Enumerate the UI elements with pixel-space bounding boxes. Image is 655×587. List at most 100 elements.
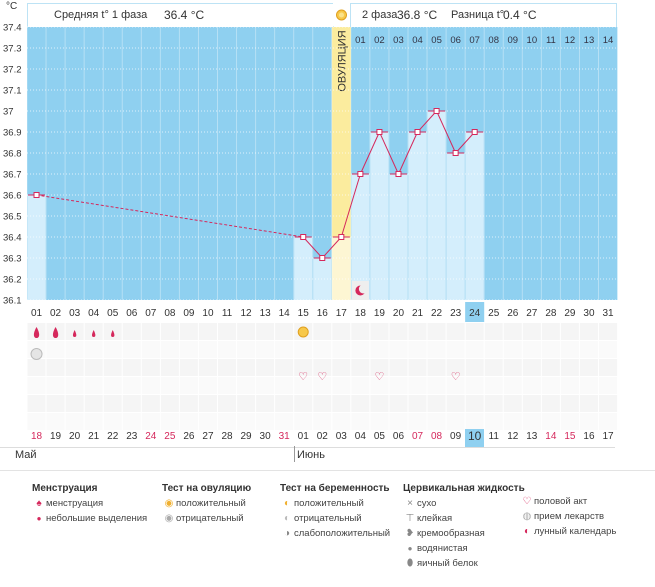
marker-cell [27,377,46,394]
date-label: 07 [411,431,424,442]
phase2-day-label: 13 [584,35,595,46]
temp-line-segment [398,131,418,175]
legend-preg-pos: ◐ положительный [280,498,390,509]
marker-cell [599,323,618,340]
legend-moon: ◐ лунный календарь [520,526,616,537]
today-highlight [465,302,485,322]
temp-point [395,171,402,177]
cycle-day-label: 24 [469,308,481,319]
marker-cell [541,323,560,340]
date-label: 14 [545,431,557,442]
date-label: 09 [450,431,462,442]
temp-point [376,129,383,135]
date-label: 06 [392,431,405,442]
date-label: 19 [50,431,62,442]
marker-cell [122,377,141,394]
y-tick-label: 36.6 [3,191,22,202]
marker-cell [503,341,522,358]
marker-cell [218,377,237,394]
y-tick-label: 36.5 [3,212,22,223]
sun-icon [336,9,347,21]
date-label: 03 [335,431,347,442]
date-label: 26 [183,431,195,442]
phase2-label: 2 фаза [362,9,398,21]
moon-icon-cut [358,284,368,294]
marker-cell [198,323,217,340]
legend: Менструация ♠ менструация ● небольшие выде… [0,470,655,587]
menstruation-drop [33,327,40,338]
marker-cell [351,377,370,394]
marker-cell [560,395,579,412]
temp-bar [446,153,465,300]
marker-cell [560,359,579,376]
heart-icon: ♡ [374,370,384,383]
marker-cell [198,395,217,412]
marker-cell [141,359,160,376]
marker-cell [522,341,541,358]
marker-cell [408,323,427,340]
marker-cell [522,395,541,412]
marker-cell [465,323,484,340]
marker-cell [484,341,503,358]
unit-label: °C [6,1,18,12]
legend-cerv-eggwhite: ⬮ яичный белок [403,558,525,569]
cycle-day-label: 03 [69,308,81,319]
marker-cell [294,395,313,412]
ovulation-column [331,27,351,237]
menstruation-drop [52,327,59,338]
marker-cell [351,413,370,430]
month-may: Май [15,449,37,461]
marker-cell [122,341,141,358]
marker-cell [389,413,408,430]
date-label: 27 [202,431,214,442]
legend-moon-label: лунный календарь [534,526,617,537]
marker-cell [370,341,389,358]
marker-cell [503,413,522,430]
marker-cell [446,377,465,394]
marker-cell [465,413,484,430]
phase2-day-label: 10 [527,35,538,46]
marker-cell [503,323,522,340]
marker-cell [141,377,160,394]
marker-cell [332,377,351,394]
marker-cell [275,377,294,394]
marker-cell [370,377,389,394]
date-label: 25 [164,431,176,442]
date-label: 02 [316,431,328,442]
legend-meds-label: прием лекарств [534,511,605,522]
marker-cell [179,323,198,340]
legend-cerv-watery-label: водянистая [417,543,468,554]
marker-cell [370,395,389,412]
cycle-day-label: 23 [450,308,462,319]
marker-cell [179,395,198,412]
marker-cell [579,341,598,358]
temp-line-segment [378,131,399,175]
phase1-value: 36.4 °C [164,8,205,22]
cycle-day-label: 10 [202,308,214,319]
preg-positive-icon: ◐ [283,498,291,509]
marker-cell [389,395,408,412]
cycle-day-label: 18 [355,308,367,319]
cycle-day-label: 02 [50,308,62,319]
marker-cell [351,341,370,358]
marker-cell [198,341,217,358]
marker-cell [389,377,408,394]
legend-ovtest-pos-label: положительный [176,498,246,509]
phase2-day-label: 04 [412,35,423,46]
phase2-day-label: 11 [546,35,556,46]
phase2-day-label: 03 [393,35,404,46]
marker-cell [27,413,46,430]
marker-cell [579,359,598,376]
marker-cell [256,395,275,412]
month-row: Май Июнь [0,446,615,462]
marker-cell [103,413,122,430]
marker-cell [389,323,408,340]
marker-cell [198,413,217,430]
marker-cell [370,359,389,376]
cycle-day-label: 14 [279,308,291,319]
marker-cell [427,395,446,412]
legend-cerv-dry: × сухо [403,498,525,509]
cycle-day-label: 08 [164,308,176,319]
marker-cell [579,377,598,394]
moon-icon: ◐ [523,526,531,537]
